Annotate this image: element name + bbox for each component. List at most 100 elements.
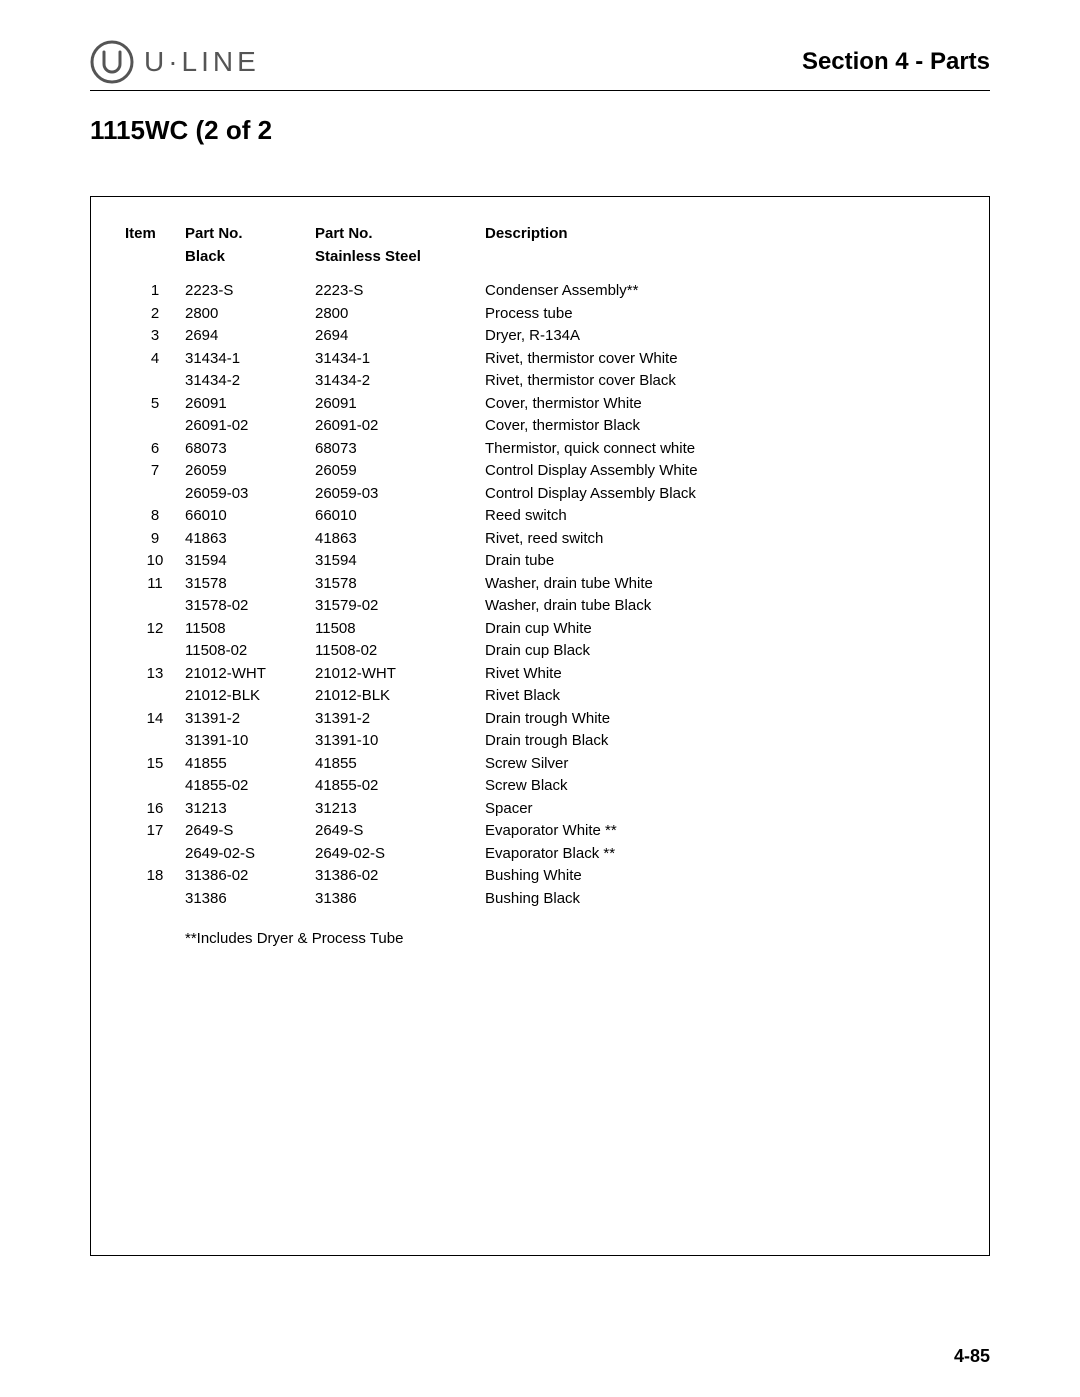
table-row: 172649-S2649-SEvaporator White ** [125,820,905,843]
cell-desc: Process tube [485,303,905,326]
cell-item [125,595,185,618]
col-header-black-line1: Part No. [185,225,243,242]
cell-steel: 26091-02 [315,415,485,438]
table-row: 26059-0326059-03Control Display Assembly… [125,483,905,506]
cell-desc: Cover, thermistor Black [485,415,905,438]
table-row: 431434-131434-1Rivet, thermistor cover W… [125,348,905,371]
cell-black: 26059 [185,460,315,483]
table-row: 121150811508Drain cup White [125,618,905,641]
cell-steel: 31213 [315,798,485,821]
table-row: 72605926059Control Display Assembly Whit… [125,460,905,483]
cell-steel: 26059-03 [315,483,485,506]
cell-steel: 11508-02 [315,640,485,663]
header-rule [90,90,990,91]
cell-steel: 41855 [315,753,485,776]
cell-desc: Bushing White [485,865,905,888]
cell-steel: 2223-S [315,280,485,303]
cell-black: 11508-02 [185,640,315,663]
cell-steel: 26091 [315,393,485,416]
cell-steel: 31594 [315,550,485,573]
cell-desc: Evaporator White ** [485,820,905,843]
table-row: 52609126091Cover, thermistor White [125,393,905,416]
cell-steel: 21012-BLK [315,685,485,708]
cell-black: 21012-WHT [185,663,315,686]
table-row: 12223-S2223-SCondenser Assembly** [125,280,905,303]
cell-desc: Drain trough Black [485,730,905,753]
cell-desc: Reed switch [485,505,905,528]
cell-black: 31386 [185,888,315,911]
table-row: 3138631386Bushing Black [125,888,905,911]
table-row: 1431391-231391-2Drain trough White [125,708,905,731]
brand-logo: U·LINE [90,40,260,84]
table-row: 26091-0226091-02Cover, thermistor Black [125,415,905,438]
page-title: 1115WC (2 of 2 [90,115,990,146]
cell-item [125,415,185,438]
cell-black: 2223-S [185,280,315,303]
cell-desc: Drain tube [485,550,905,573]
cell-black: 31594 [185,550,315,573]
cell-desc: Rivet White [485,663,905,686]
cell-item [125,370,185,393]
cell-item: 10 [125,550,185,573]
cell-desc: Control Display Assembly Black [485,483,905,506]
table-row: 228002800Process tube [125,303,905,326]
cell-steel: 31391-10 [315,730,485,753]
cell-item [125,888,185,911]
cell-desc: Condenser Assembly** [485,280,905,303]
col-header-desc: Description [485,223,905,280]
parts-tbody: 12223-S2223-SCondenser Assembly**2280028… [125,280,905,910]
cell-steel: 31391-2 [315,708,485,731]
cell-black: 31213 [185,798,315,821]
cell-desc: Washer, drain tube White [485,573,905,596]
cell-item [125,685,185,708]
cell-black: 2649-S [185,820,315,843]
table-row: 15 4185541855Screw Silver [125,753,905,776]
table-row: 31391-1031391-10Drain trough Black [125,730,905,753]
section-title: Section 4 - Parts [802,48,990,76]
cell-black: 21012-BLK [185,685,315,708]
cell-steel: 2800 [315,303,485,326]
cell-item: 6 [125,438,185,461]
cell-black: 11508 [185,618,315,641]
cell-steel: 31579-02 [315,595,485,618]
cell-black: 2800 [185,303,315,326]
page-number: 4-85 [954,1346,990,1367]
cell-item: 5 [125,393,185,416]
cell-black: 41863 [185,528,315,551]
cell-item: 13 [125,663,185,686]
cell-desc: Drain cup White [485,618,905,641]
cell-item: 1 [125,280,185,303]
cell-black: 31434-2 [185,370,315,393]
cell-black: 2694 [185,325,315,348]
cell-item [125,843,185,866]
cell-item: 12 [125,618,185,641]
cell-desc: Screw Silver [485,753,905,776]
cell-desc: Bushing Black [485,888,905,911]
cell-item: 4 [125,348,185,371]
cell-steel: 31434-1 [315,348,485,371]
table-row: 163121331213Spacer [125,798,905,821]
cell-steel: 41863 [315,528,485,551]
cell-black: 31434-1 [185,348,315,371]
cell-steel: 2649-S [315,820,485,843]
cell-item [125,640,185,663]
cell-item: 17 [125,820,185,843]
cell-desc: Rivet, reed switch [485,528,905,551]
cell-steel: 2694 [315,325,485,348]
cell-black: 31386-02 [185,865,315,888]
cell-steel: 21012-WHT [315,663,485,686]
cell-steel: 66010 [315,505,485,528]
table-row: 41855-0241855-02Screw Black [125,775,905,798]
cell-desc: Control Display Assembly White [485,460,905,483]
table-row: 103159431594Drain tube [125,550,905,573]
cell-black: 26091-02 [185,415,315,438]
cell-steel: 2649-02-S [315,843,485,866]
cell-item: 11 [125,573,185,596]
cell-desc: Drain trough White [485,708,905,731]
table-row: 94186341863Rivet, reed switch [125,528,905,551]
cell-desc: Rivet Black [485,685,905,708]
cell-black: 41855 [185,753,315,776]
table-row: 21012-BLK21012-BLKRivet Black [125,685,905,708]
table-row: 1321012-WHT21012-WHTRivet White [125,663,905,686]
cell-steel: 31386 [315,888,485,911]
